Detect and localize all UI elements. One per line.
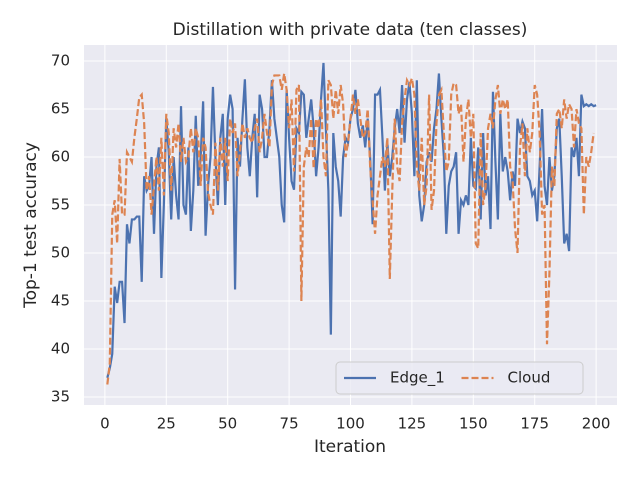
y-tick-label: 70 [51,52,70,70]
legend-label: Cloud [508,369,551,387]
chart-title: Distillation with private data (ten clas… [173,20,528,40]
y-tick-label: 45 [51,292,70,310]
legend-box [335,361,584,395]
x-tick-label: 100 [336,415,365,433]
x-tick-label: 0 [100,415,110,433]
y-tick-label: 50 [51,244,70,262]
x-axis-label: Iteration [314,437,386,457]
y-tick-label: 60 [51,148,70,166]
y-tick-label: 65 [51,100,70,118]
x-tick-label: 25 [157,415,176,433]
x-tick-label: 200 [582,415,611,433]
y-tick-label: 55 [51,196,70,214]
x-tick-label: 75 [280,415,299,433]
y-axis-label: Top-1 test accuracy [21,142,41,309]
x-tick-label: 175 [520,415,549,433]
series-line [106,62,597,379]
y-tick-label: 35 [51,388,70,406]
x-tick-label: 50 [218,415,237,433]
legend-label: Edge_1 [390,369,445,388]
x-tick-label: 125 [398,415,427,433]
series-line [106,73,595,385]
y-tick-label: 40 [51,340,70,358]
x-tick-label: 150 [459,415,488,433]
